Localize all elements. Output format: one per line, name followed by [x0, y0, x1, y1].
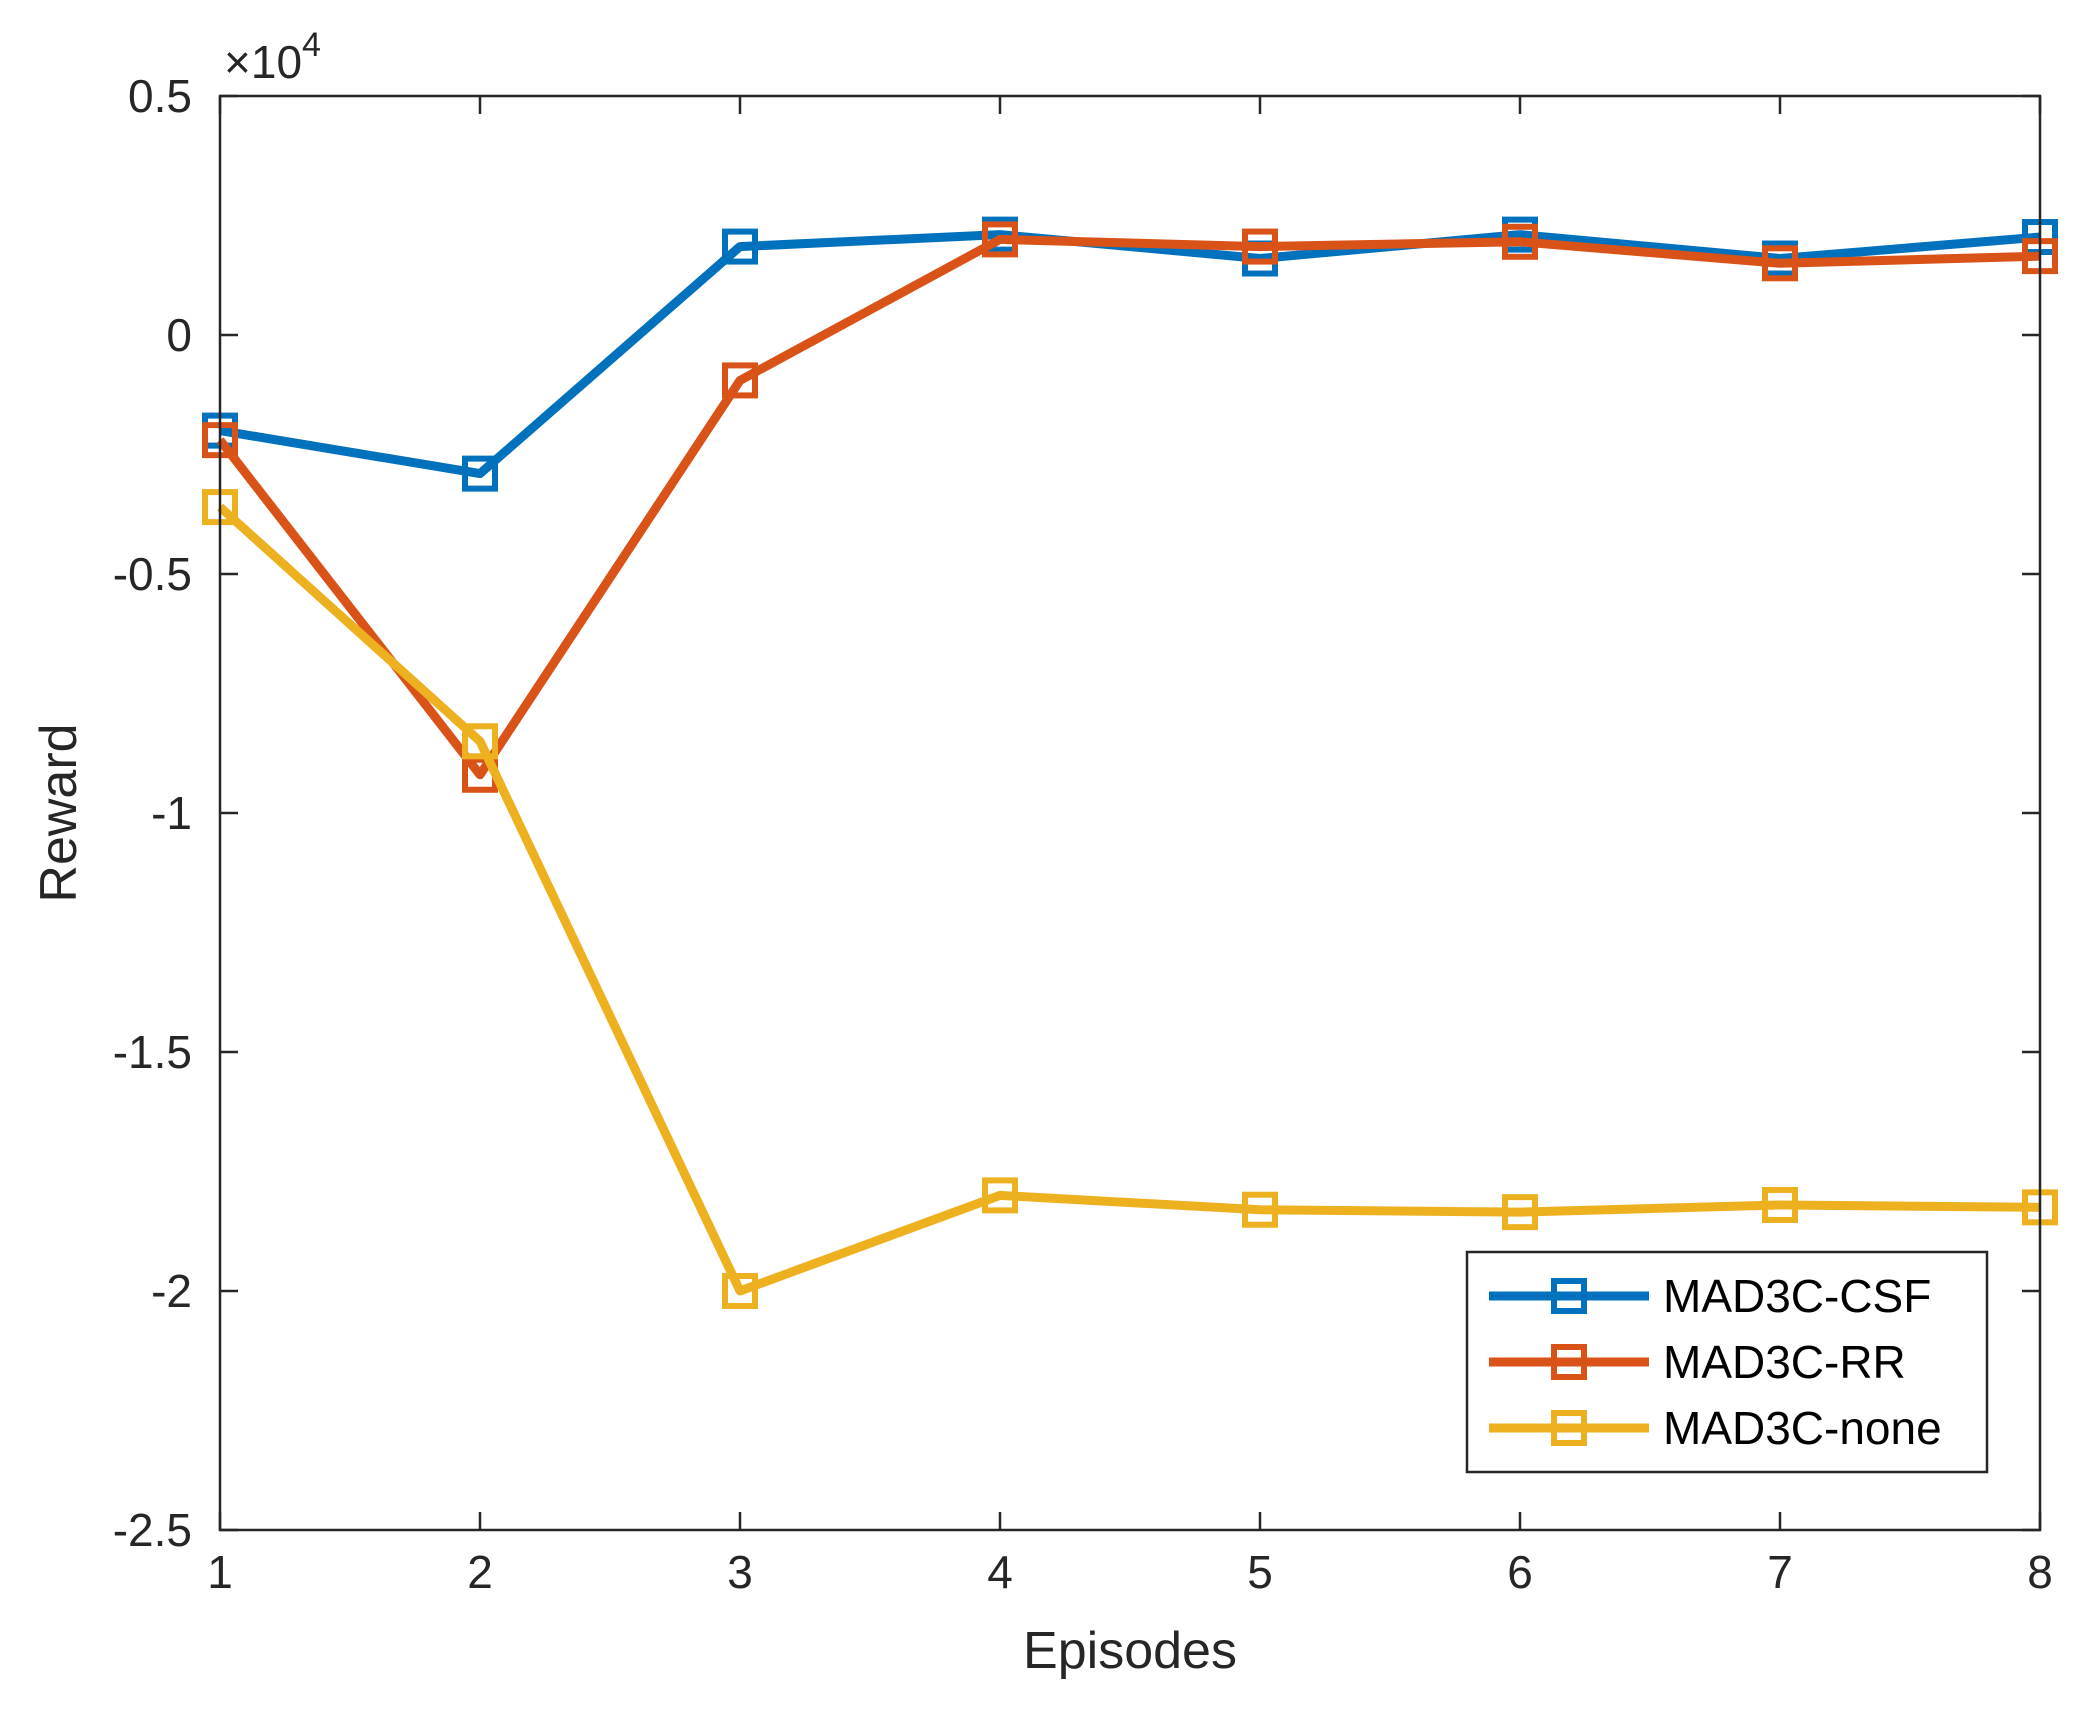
legend-marker	[1551, 1278, 1587, 1314]
y-axis-multiplier: ×104	[224, 26, 321, 88]
y-tick-label: -2.5	[113, 1504, 192, 1556]
x-tick-label: 2	[467, 1546, 493, 1598]
legend-marker	[1551, 1344, 1587, 1380]
legend-label: MAD3C-RR	[1663, 1336, 1906, 1388]
legend: MAD3C-CSF MAD3C-RR MAD3C-none	[1465, 1250, 1989, 1474]
data-point-marker	[1502, 223, 1538, 260]
data-point-marker	[462, 723, 498, 760]
y-tick-label: 0.5	[128, 70, 192, 122]
x-tick-label: 6	[1507, 1546, 1533, 1598]
y-axis-title: Reward	[30, 723, 88, 902]
data-point-marker	[462, 455, 498, 492]
legend-label: MAD3C-CSF	[1663, 1270, 1931, 1322]
legend-entry: MAD3C-RR	[1489, 1336, 1906, 1388]
data-point-marker	[1762, 245, 1798, 282]
multiplier-base: ×10	[224, 36, 302, 88]
data-point-marker	[722, 228, 758, 265]
axis-ticks: 1 2 3 4 5 6 7 8 -2.5 -2 -1.5 -1 -0.5 0 0.5	[113, 70, 2053, 1598]
data-point-marker	[1242, 1191, 1278, 1228]
x-tick-label: 1	[207, 1546, 233, 1598]
x-tick-label: 7	[1767, 1546, 1793, 1598]
data-point-marker	[982, 1177, 1018, 1214]
legend-entry: MAD3C-CSF	[1489, 1270, 1931, 1322]
legend-marker	[1551, 1410, 1587, 1446]
series-line	[216, 234, 2041, 780]
legend-entry: MAD3C-none	[1489, 1402, 1942, 1454]
data-point-marker	[1502, 1194, 1538, 1231]
x-axis-title: Episodes	[1023, 1622, 1237, 1680]
series-layer	[202, 216, 2058, 1309]
multiplier-exponent: 4	[302, 26, 321, 64]
data-point-marker	[982, 221, 1018, 258]
legend-label: MAD3C-none	[1663, 1402, 1942, 1454]
y-tick-label: 0	[166, 309, 192, 361]
data-point-marker	[722, 1273, 758, 1309]
x-tick-label: 5	[1247, 1546, 1273, 1598]
y-tick-label: -1	[151, 787, 192, 839]
data-point-marker	[1762, 1186, 1798, 1223]
y-tick-label: -2	[151, 1265, 192, 1317]
y-tick-label: -0.5	[113, 548, 192, 600]
data-point-marker	[1242, 228, 1278, 265]
data-point-marker	[722, 362, 758, 399]
y-tick-label: -1.5	[113, 1026, 192, 1078]
x-tick-label: 8	[2027, 1546, 2053, 1598]
x-tick-label: 3	[727, 1546, 753, 1598]
series-line	[216, 503, 2041, 1296]
x-tick-label: 4	[987, 1546, 1013, 1598]
